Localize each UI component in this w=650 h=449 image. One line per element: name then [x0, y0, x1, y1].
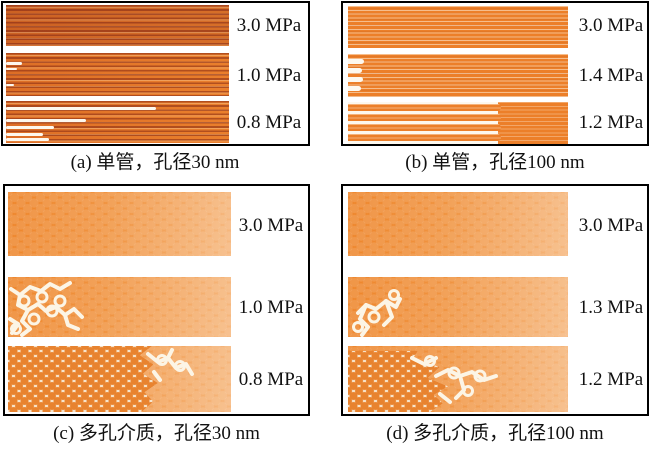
pressure-label: 0.8 MPa — [236, 112, 302, 133]
pressure-label: 1.2 MPa — [578, 369, 644, 390]
sim-image-d-row3 — [348, 346, 568, 412]
pressure-label: 3.0 MPa — [236, 15, 302, 36]
sim-image-b-row2 — [348, 54, 568, 97]
caption-b: (b) 单管，孔径100 nm — [405, 152, 585, 173]
invasion-pattern — [8, 281, 84, 337]
sim-image-a-row1 — [6, 5, 229, 46]
panel-a-single-tube-30nm: 3.0 MPa 1.0 MPa 0.8 MPa — [1, 1, 310, 146]
invasion-pattern — [146, 348, 194, 382]
honeycomb-invaded-region — [348, 351, 448, 412]
sim-image-c-row2 — [8, 277, 231, 337]
sim-image-d-row2 — [348, 277, 568, 337]
panel-c-porous-30nm: 3.0 MPa 1.0 MPa 0.8 MPa — [3, 184, 310, 416]
sim-image-a-row2 — [6, 53, 229, 96]
pressure-label: 0.8 MPa — [238, 369, 304, 390]
sim-image-c-row1 — [8, 192, 231, 256]
caption-a: (a) 单管，孔径30 nm — [70, 152, 240, 173]
pressure-label: 3.0 MPa — [578, 15, 644, 36]
caption-d: (d) 多孔介质，孔径100 nm — [386, 423, 604, 444]
sim-image-b-row1 — [348, 6, 568, 48]
pressure-label: 3.0 MPa — [238, 215, 304, 236]
pressure-label: 1.4 MPa — [578, 65, 644, 86]
sim-image-c-row3 — [8, 346, 231, 412]
panel-d-porous-100nm: 3.0 MPa 1.3 MPa 1.2 MPa — [341, 184, 649, 416]
invasion-pattern — [410, 355, 498, 404]
sim-image-b-row3 — [348, 102, 568, 144]
pressure-label: 1.3 MPa — [578, 297, 644, 318]
pressure-label: 1.0 MPa — [236, 65, 302, 86]
pressure-label: 3.0 MPa — [578, 215, 644, 236]
invasion-pattern — [352, 289, 402, 337]
honeycomb-invaded-region — [8, 346, 158, 412]
panel-b-single-tube-100nm: 3.0 MPa 1.4 MPa 1.2 MPa — [341, 1, 649, 146]
caption-c: (c) 多孔介质，孔径30 nm — [53, 423, 260, 444]
sim-image-a-row3 — [6, 101, 229, 143]
sim-image-d-row1 — [348, 192, 568, 256]
pressure-label: 1.2 MPa — [578, 112, 644, 133]
pressure-label: 1.0 MPa — [238, 297, 304, 318]
